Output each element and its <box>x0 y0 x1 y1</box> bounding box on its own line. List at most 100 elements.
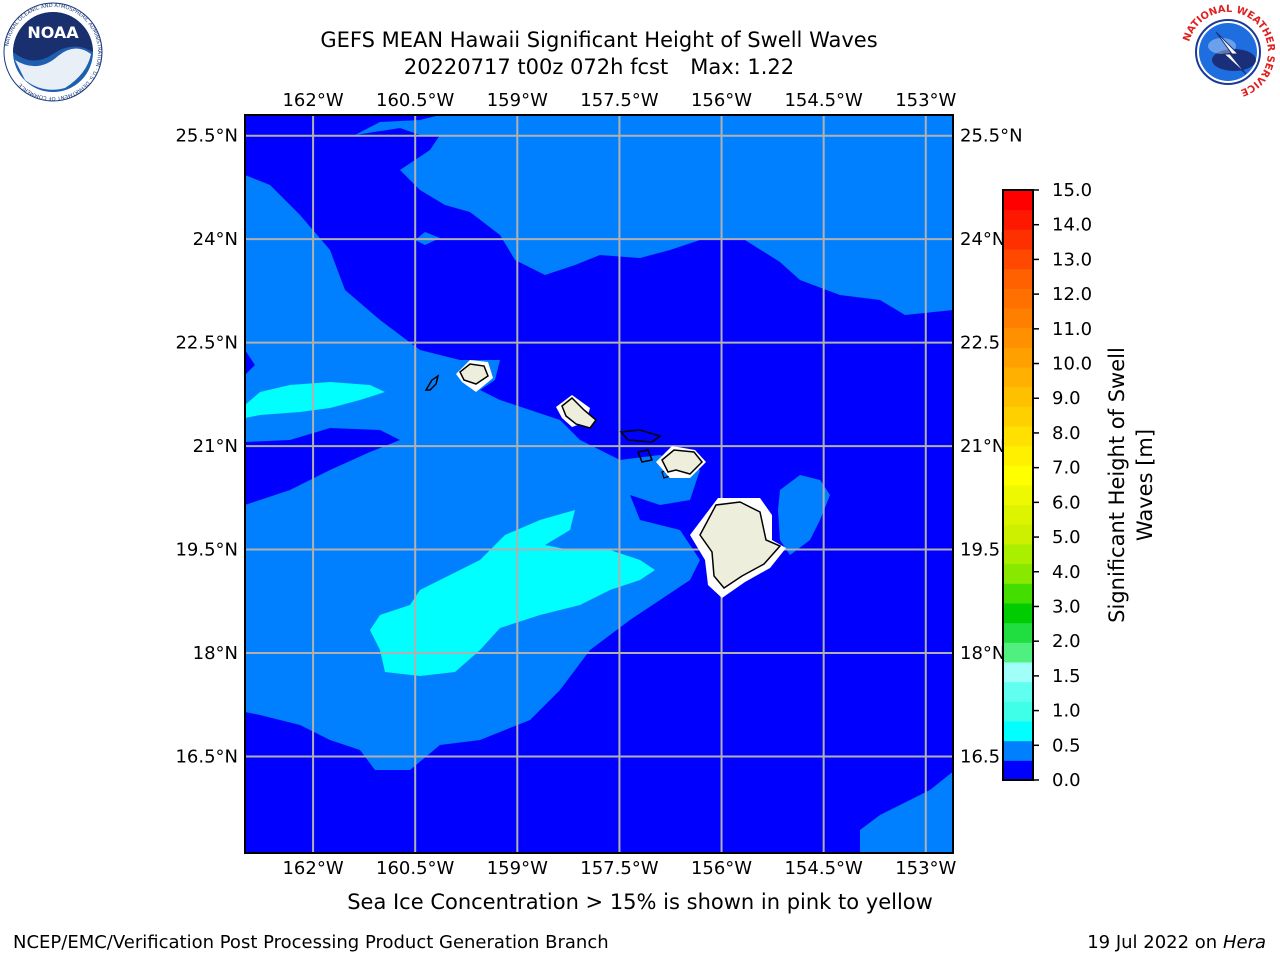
lon-tick-top: 156°W <box>691 90 752 111</box>
colorbar-segment <box>1003 721 1033 742</box>
map-area <box>245 115 953 853</box>
colorbar-segment <box>1003 681 1033 702</box>
colorbar-segment <box>1003 603 1033 624</box>
noaa-logo-text: NOAA <box>27 23 79 42</box>
lon-tick-labels-bottom: 162°W 160.5°W 159°W 157.5°W 156°W 154.5°W 153°… <box>282 858 956 879</box>
colorbar-tick-label: 13.0 <box>1052 249 1092 270</box>
colorbar-segment <box>1003 642 1033 663</box>
colorbar-segment <box>1003 406 1033 427</box>
colorbar-tick-label: 2.0 <box>1052 631 1081 652</box>
lon-tick-bottom: 156°W <box>691 858 752 879</box>
colorbar-tick-label: 8.0 <box>1052 423 1081 444</box>
map-frame <box>244 114 954 854</box>
colorbar-segment <box>1003 662 1033 683</box>
colorbar-tick-label: 9.0 <box>1052 388 1081 409</box>
lat-tick-right: 18°N <box>960 643 1005 664</box>
colorbar-segment <box>1003 209 1033 230</box>
swell-level-1.0-1.5 <box>245 382 655 676</box>
colorbar-tick-label: 15.0 <box>1052 180 1092 201</box>
colorbar-segment <box>1003 367 1033 388</box>
footer-branch: NCEP/EMC/Verification Post Processing Pr… <box>13 932 609 953</box>
lat-tick-left: 25.5°N <box>175 126 238 147</box>
colorbar-tick-label: 7.0 <box>1052 458 1081 479</box>
colorbar-segment <box>1003 701 1033 722</box>
lon-tick-labels-top: 162°W 160.5°W 159°W 157.5°W 156°W 154.5°W 153°… <box>282 90 956 111</box>
colorbar-tick-label: 11.0 <box>1052 319 1092 340</box>
lon-tick-top: 162°W <box>282 90 343 111</box>
grid-lines <box>245 115 953 853</box>
colorbar-label-line2: Waves [m] <box>1133 429 1157 541</box>
colorbar-segment <box>1003 268 1033 289</box>
lat-tick-right: 19.5 <box>960 540 1000 561</box>
lat-tick-left: 18°N <box>193 643 238 664</box>
colorbar-segment <box>1003 229 1033 250</box>
noaa-logo: NOAA NATIONAL OCEANIC AND ATMOSPHERIC AD… <box>3 2 103 102</box>
colorbar-tick-label: 3.0 <box>1052 596 1081 617</box>
lat-tick-right: 22.5 <box>960 333 1000 354</box>
island-niihau <box>424 374 440 391</box>
colorbar-segment <box>1003 563 1033 584</box>
lon-tick-bottom: 159°W <box>487 858 548 879</box>
colorbar-segment <box>1003 386 1033 407</box>
lon-tick-top: 160.5°W <box>376 90 455 111</box>
colorbar-segment <box>1003 465 1033 486</box>
colorbar-segment <box>1003 583 1033 604</box>
colorbar-segment <box>1003 249 1033 270</box>
colorbar-tick-label: 14.0 <box>1052 215 1092 236</box>
colorbar-segment <box>1003 622 1033 643</box>
lon-tick-bottom: 153°W <box>895 858 956 879</box>
footer-date: 19 Jul 2022 on Hera <box>1087 932 1266 953</box>
colorbar-segment <box>1003 347 1033 368</box>
colorbar <box>1002 189 1034 781</box>
chart-subtitle: 20220717 t00z 072h fcst Max: 1.22 <box>245 54 953 81</box>
colorbar-tick-label: 1.0 <box>1052 701 1081 722</box>
colorbar-segment <box>1003 327 1033 348</box>
lat-tick-right: 16.5 <box>960 746 1000 767</box>
lat-tick-left: 16.5°N <box>175 746 238 767</box>
lon-tick-top: 154.5°W <box>784 90 863 111</box>
lat-tick-right: 21°N <box>960 436 1005 457</box>
colorbar-segment <box>1003 760 1033 781</box>
colorbar-segment <box>1003 445 1033 466</box>
lat-tick-left: 21°N <box>193 436 238 457</box>
colorbar-tick-label: 0.5 <box>1052 735 1081 756</box>
colorbar-tick-label: 12.0 <box>1052 284 1092 305</box>
colorbar-tick-label: 6.0 <box>1052 492 1081 513</box>
lat-tick-left: 19.5°N <box>175 540 238 561</box>
hawaiian-islands <box>424 360 786 598</box>
colorbar-segment <box>1003 426 1033 447</box>
colorbar-tick-labels: 15.0 14.0 13.0 12.0 11.0 10.0 9.0 8.0 7.0 6.0 5.0 4… <box>1033 180 1092 791</box>
lon-tick-top: 153°W <box>895 90 956 111</box>
chart-title: GEFS MEAN Hawaii Significant Height of S… <box>320 28 878 52</box>
lon-tick-bottom: 160.5°W <box>376 858 455 879</box>
lat-tick-right: 25.5°N <box>960 126 1023 147</box>
lon-tick-bottom: 154.5°W <box>784 858 863 879</box>
colorbar-tick-label: 5.0 <box>1052 527 1081 548</box>
nws-logo: NATIONAL WEATHER SERVICE <box>1180 4 1276 100</box>
colorbar-segment <box>1003 485 1033 506</box>
lat-tick-left: 24°N <box>193 229 238 250</box>
max-value: Max: 1.22 <box>690 55 795 79</box>
colorbar-segment <box>1003 504 1033 525</box>
colorbar-frame <box>1002 189 1034 781</box>
lat-tick-labels-right: 25.5°N 24°N 22.5 21°N 19.5 18°N 16.5 <box>960 126 1023 768</box>
colorbar-segment <box>1003 524 1033 545</box>
lon-tick-top: 159°W <box>487 90 548 111</box>
lat-tick-labels-left: 25.5°N 24°N 22.5°N 21°N 19.5°N 18°N 16.5°N <box>175 126 238 768</box>
colorbar-segment <box>1003 544 1033 565</box>
island-molokai <box>619 429 662 443</box>
footer-date-text: 19 Jul 2022 on <box>1087 932 1223 953</box>
colorbar-segment <box>1003 308 1033 329</box>
colorbar-tick-label: 1.5 <box>1052 666 1081 687</box>
colorbar-tick-label: 10.0 <box>1052 354 1092 375</box>
run-info: 20220717 t00z 072h fcst <box>403 55 669 79</box>
colorbar-segment <box>1003 740 1033 761</box>
lon-tick-bottom: 157.5°W <box>580 858 659 879</box>
lat-tick-left: 22.5°N <box>175 333 238 354</box>
colorbar-segment <box>1003 288 1033 309</box>
sea-ice-note: Sea Ice Concentration > 15% is shown in … <box>347 890 933 914</box>
lon-tick-top: 157.5°W <box>580 90 659 111</box>
colorbar-label-line1: Significant Height of Swell <box>1105 347 1129 623</box>
colorbar-segment <box>1003 190 1033 211</box>
